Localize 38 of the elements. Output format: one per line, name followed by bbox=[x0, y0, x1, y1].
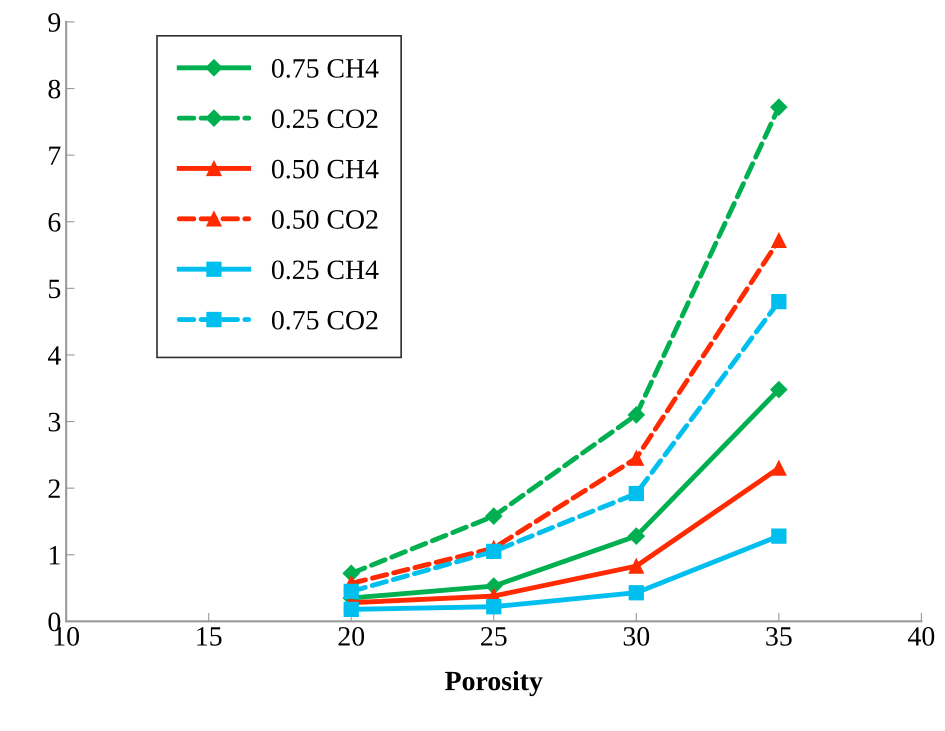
point bbox=[628, 406, 645, 424]
y-tick-label: 5 bbox=[49, 280, 60, 298]
point bbox=[628, 528, 645, 545]
point bbox=[771, 460, 786, 476]
x-tick-label: 15 bbox=[197, 627, 222, 646]
point bbox=[486, 599, 502, 614]
y-tick-label: 6 bbox=[48, 212, 60, 232]
legend-label: 0.25 CO2 bbox=[272, 109, 378, 128]
x-axis-title: Porosity bbox=[445, 670, 543, 696]
legend-label: 0.50 CH4 bbox=[272, 160, 378, 179]
x-tick-label: 25 bbox=[481, 627, 507, 646]
y-tick-label: 1 bbox=[50, 546, 60, 564]
y-tick-label: 8 bbox=[48, 80, 60, 98]
x-tick-label: 35 bbox=[766, 627, 792, 646]
point bbox=[771, 528, 786, 544]
y-tick-label: 7 bbox=[49, 146, 60, 165]
legend-label: 0.25 CH4 bbox=[272, 260, 378, 280]
y-tick-label: 4 bbox=[48, 346, 61, 365]
point bbox=[486, 544, 502, 560]
point bbox=[771, 294, 786, 310]
point bbox=[628, 585, 644, 600]
point bbox=[770, 381, 788, 398]
point bbox=[485, 508, 502, 525]
y-tick-label: 2 bbox=[48, 479, 60, 498]
point bbox=[628, 450, 644, 466]
legend-label: 0.75 CO2 bbox=[272, 310, 378, 330]
y-tick-label: 3 bbox=[48, 412, 60, 432]
point bbox=[628, 486, 644, 502]
point bbox=[771, 232, 786, 248]
x-tick-label: 20 bbox=[338, 627, 364, 646]
point bbox=[344, 584, 359, 600]
legend-label: 0.75 CH4 bbox=[272, 59, 378, 78]
legend-label: 0.50 CO2 bbox=[272, 210, 378, 229]
x-tick-label: 30 bbox=[624, 627, 650, 646]
x-tick-label: 40 bbox=[908, 627, 934, 646]
point bbox=[628, 558, 644, 574]
point bbox=[770, 98, 788, 116]
y-tick-label: 9 bbox=[48, 13, 60, 32]
